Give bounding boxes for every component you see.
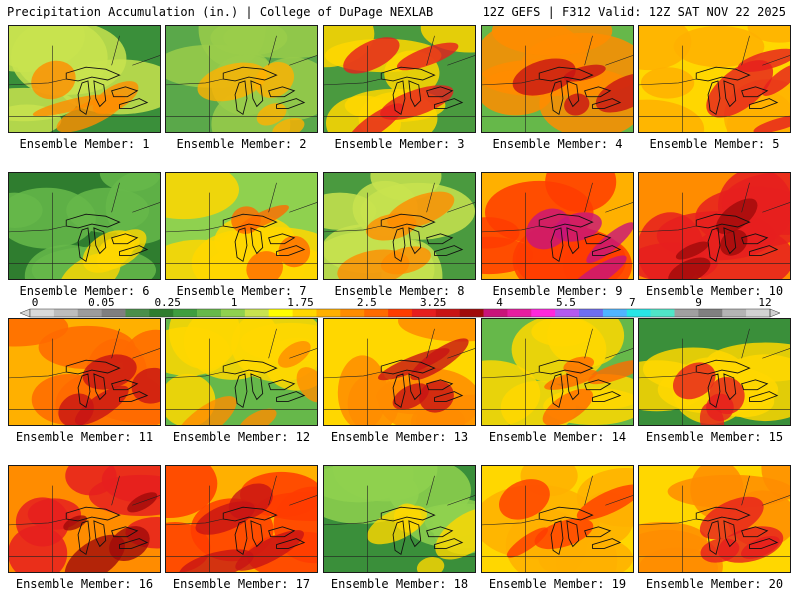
- ensemble-member-label: Ensemble Member: 6: [19, 284, 150, 298]
- colorbar-swatch: [579, 309, 604, 317]
- ensemble-member-label: Ensemble Member: 10: [645, 284, 784, 298]
- ensemble-member-label: Ensemble Member: 18: [330, 577, 469, 591]
- ensemble-member-label: Ensemble Member: 15: [645, 430, 784, 444]
- colorbar-swatch: [244, 309, 270, 317]
- ensemble-panel-9: [481, 172, 634, 280]
- colorbar-swatch: [435, 309, 460, 317]
- colorbar-tick-label: 3.25: [420, 296, 447, 309]
- colorbar-swatch: [722, 309, 747, 317]
- colorbar-tick-label: 1: [231, 296, 238, 309]
- colorbar-swatch: [459, 309, 484, 317]
- precipitation-colorbar: 0 0.05 0.25 1 1.75 2.5 3.25 4 5.5 7 9 12: [19, 296, 781, 318]
- colorbar-swatch: [30, 309, 55, 317]
- ensemble-member-label: Ensemble Member: 12: [172, 430, 311, 444]
- colorbar-swatch: [650, 309, 675, 317]
- colorbar-swatch: [53, 309, 79, 317]
- ensemble-member-label: Ensemble Member: 11: [15, 430, 154, 444]
- colorbar-swatch: [555, 309, 580, 317]
- ensemble-member-label: Ensemble Member: 1: [19, 137, 150, 151]
- colorbar-swatch: [316, 309, 341, 317]
- ensemble-panel-10: [638, 172, 791, 280]
- colorbar-swatch: [173, 309, 198, 317]
- ensemble-member-label: Ensemble Member: 8: [334, 284, 465, 298]
- colorbar-tick-label: 1.75: [287, 296, 314, 309]
- colorbar-swatch: [101, 309, 126, 317]
- colorbar-swatch: [364, 309, 389, 317]
- colorbar-swatch: [698, 309, 723, 317]
- ensemble-panel-6: [8, 172, 161, 280]
- ensemble-panel-16: [8, 465, 161, 573]
- ensemble-panel-8: [323, 172, 476, 280]
- ensemble-member-label: Ensemble Member: 2: [176, 137, 307, 151]
- colorbar-max-arrow: [769, 308, 781, 318]
- ensemble-panel-11: [8, 318, 161, 426]
- colorbar-tick-label: 5.5: [556, 296, 576, 309]
- colorbar-swatch: [674, 309, 699, 317]
- ensemble-panel-20: [638, 465, 791, 573]
- ensemble-panel-4: [481, 25, 634, 133]
- ensemble-member-label: Ensemble Member: 19: [488, 577, 627, 591]
- ensemble-member-label: Ensemble Member: 7: [176, 284, 307, 298]
- colorbar-swatch: [531, 309, 556, 317]
- colorbar-swatch: [268, 309, 293, 317]
- colorbar-swatch: [292, 309, 317, 317]
- ensemble-panel-13: [323, 318, 476, 426]
- ensemble-panel-17: [165, 465, 318, 573]
- ensemble-panel-18: [323, 465, 476, 573]
- colorbar-tick-label: 7: [629, 296, 636, 309]
- colorbar-swatch: [746, 309, 771, 317]
- colorbar-tick-label: 4: [496, 296, 503, 309]
- colorbar-swatch: [340, 309, 365, 317]
- colorbar-tick-label: 0.05: [88, 296, 115, 309]
- colorbar-min-arrow: [19, 308, 31, 318]
- ensemble-panel-1: [8, 25, 161, 133]
- ensemble-panel-5: [638, 25, 791, 133]
- ensemble-panel-19: [481, 465, 634, 573]
- colorbar-swatch: [77, 309, 102, 317]
- colorbar-swatch: [507, 309, 532, 317]
- ensemble-member-label: Ensemble Member: 17: [172, 577, 311, 591]
- ensemble-panel-12: [165, 318, 318, 426]
- colorbar-tick-label: 0: [32, 296, 39, 309]
- ensemble-member-label: Ensemble Member: 5: [649, 137, 780, 151]
- colorbar-swatch: [388, 309, 413, 317]
- colorbar-swatch: [602, 309, 628, 317]
- ensemble-member-label: Ensemble Member: 4: [492, 137, 623, 151]
- ensemble-panel-7: [165, 172, 318, 280]
- colorbar-swatch: [149, 309, 174, 317]
- header-valid-time: 12Z GEFS | F312 Valid: 12Z SAT NOV 22 20…: [482, 5, 786, 19]
- ensemble-panel-14: [481, 318, 634, 426]
- ensemble-member-label: Ensemble Member: 3: [334, 137, 465, 151]
- ensemble-member-label: Ensemble Member: 14: [488, 430, 627, 444]
- colorbar-swatch: [197, 309, 222, 317]
- colorbar-tick-label: 2.5: [357, 296, 377, 309]
- ensemble-panel-3: [323, 25, 476, 133]
- ensemble-member-label: Ensemble Member: 13: [330, 430, 469, 444]
- ensemble-member-label: Ensemble Member: 16: [15, 577, 154, 591]
- colorbar-swatch: [626, 309, 651, 317]
- ensemble-panel-15: [638, 318, 791, 426]
- colorbar-swatch: [220, 309, 246, 317]
- colorbar-swatch: [483, 309, 508, 317]
- ensemble-panel-2: [165, 25, 318, 133]
- colorbar-swatch: [411, 309, 437, 317]
- colorbar-tick-label: 12: [758, 296, 771, 309]
- ensemble-member-label: Ensemble Member: 9: [492, 284, 623, 298]
- ensemble-member-label: Ensemble Member: 20: [645, 577, 784, 591]
- colorbar-swatch: [125, 309, 150, 317]
- colorbar-tick-label: 9: [695, 296, 702, 309]
- colorbar-tick-label: 0.25: [154, 296, 181, 309]
- header-title: Precipitation Accumulation (in.) | Colle…: [7, 5, 434, 19]
